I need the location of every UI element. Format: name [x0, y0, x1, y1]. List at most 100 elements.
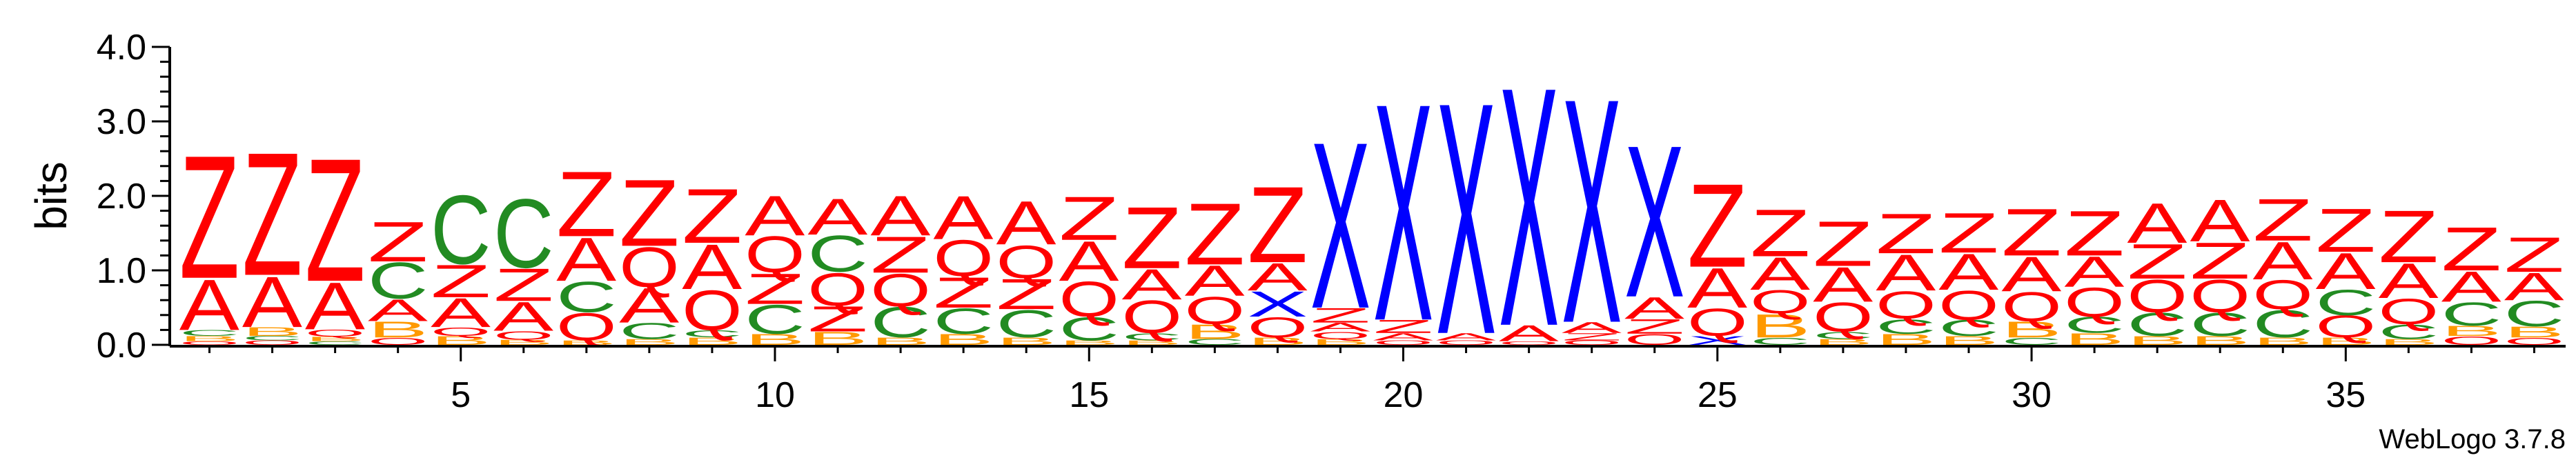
glyph-b-pos-26: B — [1750, 308, 1810, 345]
glyph-b-pos-33: B — [2190, 334, 2250, 348]
x-ticks: 5 10 15 20 25 30 35 — [208, 346, 2535, 415]
glyph-q-pos-22: Q — [1499, 340, 1559, 346]
glyph-c-pos-11: C — [807, 226, 867, 283]
glyph-a-pos-12: A — [870, 184, 930, 248]
glyph-b-pos-12: B — [870, 335, 930, 347]
credit-label: WebLogo 3.7.8 — [2379, 424, 2566, 454]
glyph-b-pos-8: B — [619, 337, 679, 346]
glyph-c-pos-8: C — [619, 319, 679, 344]
glyph-x-pos-21: X — [1436, 33, 1496, 404]
glyph-q-pos-2: Q — [242, 339, 302, 346]
glyph-a-pos-33: A — [2190, 188, 2250, 254]
glyph-x-pos-23: X — [1562, 32, 1622, 390]
x-tick-label: 10 — [755, 375, 795, 415]
glyph-a-pos-21: A — [1436, 331, 1496, 343]
glyph-b-pos-7: B — [556, 339, 616, 346]
y-tick-label: 3.0 — [97, 102, 146, 142]
glyph-q-pos-10: Q — [745, 227, 805, 284]
glyph-q-pos-33: Q — [2190, 270, 2250, 322]
glyph-a-pos-34: A — [2253, 231, 2313, 291]
glyph-a-pos-28: A — [1876, 243, 1936, 301]
glyph-q-pos-27: Q — [1813, 294, 1873, 341]
glyph-z-pos-11: Z — [807, 299, 867, 339]
glyph-x-pos-22: X — [1499, 15, 1559, 397]
y-ticks: 0.0 1.0 2.0 3.0 4.0 — [97, 28, 170, 366]
glyph-a-pos-32: A — [2127, 192, 2187, 255]
glyph-q-pos-6: Q — [493, 328, 553, 342]
glyph-a-pos-8: A — [619, 278, 680, 333]
glyph-a-pos-31: A — [2064, 248, 2125, 297]
y-tick-label: 1.0 — [97, 251, 146, 291]
glyph-x-pos-24: X — [1624, 101, 1684, 343]
glyph-a-pos-19: A — [1310, 320, 1370, 334]
glyph-z-pos-31: Z — [2064, 197, 2124, 269]
glyph-a-pos-3: A — [305, 269, 365, 343]
glyph-q-pos-1: Q — [179, 340, 239, 346]
glyph-b-pos-5: B — [431, 334, 491, 348]
glyph-c-pos-29: C — [1938, 315, 1998, 341]
glyph-b-pos-37: B — [2441, 323, 2501, 339]
glyph-x-pos-19: X — [1310, 93, 1370, 359]
x-tick-label: 25 — [1698, 375, 1738, 415]
glyph-c-pos-31: C — [2064, 312, 2124, 338]
x-tick-label: 5 — [451, 375, 471, 415]
glyph-q-pos-34: Q — [2253, 272, 2313, 318]
glyph-q-pos-11: Q — [807, 263, 867, 316]
glyph-q-pos-20: Q — [1373, 339, 1433, 346]
glyph-c-pos-4: C — [368, 252, 428, 310]
glyph-z-pos-33: Z — [2190, 232, 2250, 290]
glyph-c-pos-28: C — [1876, 315, 1936, 339]
glyph-a-pos-18: A — [1248, 255, 1308, 299]
glyph-c-pos-3: C — [305, 340, 365, 346]
glyph-q-pos-12: Q — [870, 264, 930, 317]
glyph-z-pos-9: Z — [682, 174, 742, 260]
glyph-layer: QBCAZQCBAZCBQAZQBACZBQAZCBQAZCBQCAZBCAQZ… — [179, 15, 2564, 403]
glyph-b-pos-4: B — [368, 317, 428, 343]
glyph-z-pos-3: Z — [305, 121, 365, 318]
glyph-a-pos-9: A — [682, 231, 743, 303]
glyph-q-pos-23: Q — [1562, 339, 1622, 346]
glyph-z-pos-25: Z — [1687, 159, 1747, 292]
glyph-b-pos-29: B — [1938, 334, 1998, 348]
glyph-q-pos-15: Q — [1059, 272, 1119, 327]
glyph-z-pos-30: Z — [2001, 194, 2061, 270]
glyph-b-pos-32: B — [2127, 334, 2187, 348]
glyph-q-pos-26: Q — [1750, 284, 1810, 321]
glyph-z-pos-1: Z — [179, 119, 239, 315]
glyph-z-pos-13: Z — [933, 269, 993, 317]
glyph-z-pos-5: Z — [431, 255, 491, 307]
glyph-a-pos-13: A — [933, 183, 993, 252]
glyph-q-pos-29: Q — [1938, 282, 1998, 328]
glyph-b-pos-38: B — [2504, 323, 2564, 341]
glyph-b-pos-16: B — [1122, 339, 1182, 346]
glyph-c-pos-36: C — [2379, 320, 2439, 343]
glyph-c-pos-27: C — [1813, 330, 1873, 341]
glyph-b-pos-19: B — [1310, 337, 1370, 346]
glyph-q-pos-5: Q — [431, 325, 491, 339]
glyph-x-pos-25: X — [1687, 334, 1747, 348]
glyph-z-pos-23: Z — [1562, 331, 1622, 343]
glyph-b-pos-6: B — [493, 339, 553, 347]
glyph-b-pos-30: B — [2001, 317, 2061, 343]
glyph-a-pos-36: A — [2379, 254, 2439, 309]
glyph-x-pos-20: X — [1373, 39, 1433, 386]
glyph-b-pos-35: B — [2316, 335, 2376, 347]
glyph-z-pos-8: Z — [619, 160, 679, 266]
glyph-z-pos-36: Z — [2379, 194, 2439, 278]
glyph-c-pos-17: C — [1185, 337, 1245, 346]
glyph-q-pos-13: Q — [933, 230, 993, 288]
y-axis-label: bits — [26, 161, 76, 230]
glyph-c-pos-32: C — [2127, 306, 2187, 343]
glyph-z-pos-12: Z — [870, 226, 930, 283]
glyph-c-pos-33: C — [2190, 306, 2250, 343]
glyph-a-pos-17: A — [1185, 257, 1246, 306]
glyph-c-pos-5: C — [431, 175, 491, 286]
glyph-z-pos-2: Z — [242, 116, 302, 312]
glyph-z-pos-7: Z — [556, 152, 616, 256]
glyph-z-pos-18: Z — [1248, 164, 1308, 286]
glyph-a-pos-7: A — [556, 225, 616, 294]
glyph-a-pos-6: A — [493, 293, 553, 339]
glyph-b-pos-2: B — [242, 325, 302, 339]
glyph-b-pos-17: B — [1185, 321, 1245, 343]
